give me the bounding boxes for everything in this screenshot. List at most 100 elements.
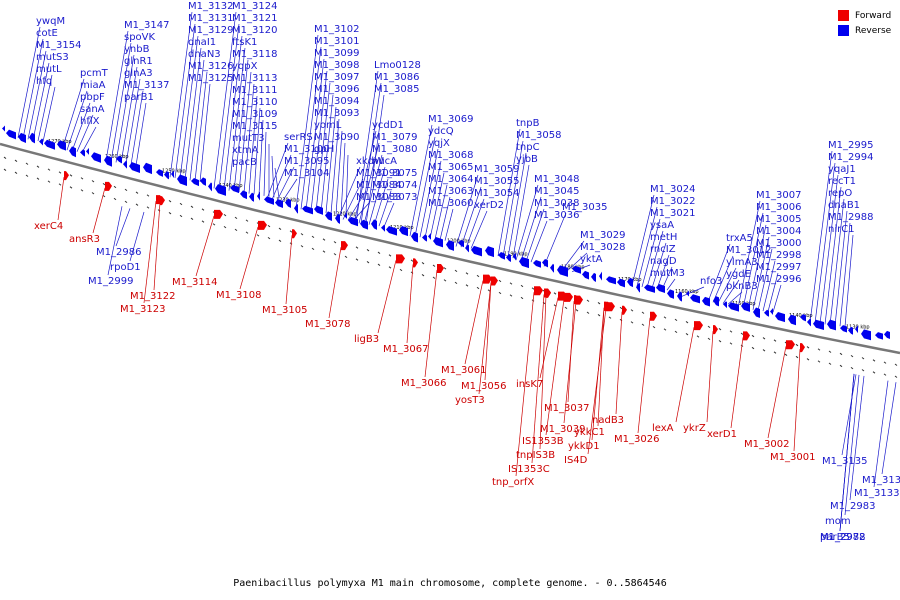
reverse-gene-label-dnab1[interactable]: dnaB1 bbox=[828, 200, 860, 211]
reverse-gene-label-m1-3045[interactable]: M1_3045 bbox=[534, 186, 579, 197]
reverse-gene-label-m1-2986[interactable]: M1_2986 bbox=[96, 247, 141, 258]
reverse-gene-glyph[interactable] bbox=[104, 155, 112, 167]
reverse-gene-glyph[interactable] bbox=[177, 174, 187, 187]
reverse-gene-label-m1-3060[interactable]: M1_3060 bbox=[428, 198, 473, 209]
reverse-gene-glyph[interactable] bbox=[764, 309, 769, 317]
reverse-gene-label-ynbb[interactable]: ynbB bbox=[124, 44, 150, 55]
reverse-gene-label-m1-2998[interactable]: M1_2998 bbox=[756, 250, 801, 261]
reverse-gene-glyph[interactable] bbox=[428, 232, 431, 241]
reverse-gene-label-ycdd1[interactable]: ycdD1 bbox=[372, 120, 404, 131]
reverse-gene-glyph[interactable] bbox=[200, 177, 206, 186]
reverse-gene-glyph[interactable] bbox=[123, 160, 127, 169]
reverse-gene-glyph[interactable] bbox=[617, 278, 625, 288]
reverse-gene-label-m1-3133[interactable]: M1_3133 bbox=[854, 488, 899, 499]
forward-gene-glyph[interactable] bbox=[650, 311, 657, 321]
forward-gene-label-ligb3[interactable]: ligB3 bbox=[354, 334, 379, 345]
reverse-gene-glyph[interactable] bbox=[557, 265, 568, 277]
reverse-gene-glyph[interactable] bbox=[294, 203, 298, 214]
reverse-gene-glyph[interactable] bbox=[606, 276, 616, 285]
reverse-gene-glyph[interactable] bbox=[399, 226, 408, 237]
reverse-gene-label-tnpb[interactable]: tnpB bbox=[516, 118, 540, 129]
forward-gene-label-m1-3039[interactable]: M1_3039 bbox=[540, 424, 585, 435]
forward-gene-label-m1-3061[interactable]: M1_3061 bbox=[441, 365, 486, 376]
forward-gene-label-ansr3[interactable]: ansR3 bbox=[69, 234, 100, 245]
reverse-gene-label-ftsk1[interactable]: ftsK1 bbox=[232, 37, 257, 48]
reverse-gene-glyph[interactable] bbox=[498, 252, 505, 260]
reverse-gene-label-spovk[interactable]: spoVK bbox=[124, 32, 156, 43]
forward-gene-glyph[interactable] bbox=[743, 331, 750, 341]
reverse-gene-label-rnciz[interactable]: rncIZ bbox=[650, 244, 676, 255]
reverse-gene-label-m1-3065[interactable]: M1_3065 bbox=[428, 162, 473, 173]
reverse-gene-label-m1-3102[interactable]: M1_3102 bbox=[314, 24, 359, 35]
forward-gene-glyph[interactable] bbox=[483, 274, 492, 284]
reverse-gene-glyph[interactable] bbox=[656, 284, 665, 293]
reverse-gene-label-m1-2995[interactable]: M1_2995 bbox=[828, 140, 873, 151]
forward-gene-label-m1-3122[interactable]: M1_3122 bbox=[130, 291, 175, 302]
reverse-gene-label-m1-3100[interactable]: M1_3100 bbox=[284, 144, 329, 155]
reverse-gene-glyph[interactable] bbox=[18, 132, 26, 143]
reverse-gene-label-glna3[interactable]: glnA3 bbox=[124, 68, 153, 79]
reverse-gene-label-m1-2997[interactable]: M1_2997 bbox=[756, 262, 801, 273]
forward-gene-glyph[interactable] bbox=[214, 209, 223, 219]
reverse-gene-glyph[interactable] bbox=[807, 318, 811, 327]
forward-gene-label-ykrz[interactable]: ykrZ bbox=[683, 423, 706, 434]
reverse-gene-glyph[interactable] bbox=[667, 289, 674, 299]
reverse-gene-glyph[interactable] bbox=[533, 259, 541, 268]
reverse-gene-label-m1-3126[interactable]: M1_3126 bbox=[188, 61, 233, 72]
reverse-gene-label-xerd2[interactable]: xerD2 bbox=[474, 200, 504, 211]
reverse-gene-glyph[interactable] bbox=[381, 224, 385, 232]
reverse-gene-glyph[interactable] bbox=[230, 184, 239, 194]
reverse-gene-label-m1-3021[interactable]: M1_3021 bbox=[650, 208, 695, 219]
forward-gene-label-m1-3037[interactable]: M1_3037 bbox=[544, 403, 589, 414]
reverse-gene-label-m1-3036[interactable]: M1_3036 bbox=[534, 210, 579, 221]
reverse-gene-label-m1-3074[interactable]: M1_3074 bbox=[372, 180, 417, 191]
reverse-gene-glyph[interactable] bbox=[6, 129, 16, 140]
reverse-gene-label-m1-3091[interactable]: M1_3091 bbox=[356, 168, 401, 179]
forward-gene-label-ykkd1[interactable]: ykkD1 bbox=[568, 441, 600, 452]
reverse-gene-label-m1-3063[interactable]: M1_3063 bbox=[428, 186, 473, 197]
reverse-gene-label-m1-3090[interactable]: M1_3090 bbox=[314, 132, 359, 143]
reverse-gene-glyph[interactable] bbox=[208, 182, 212, 192]
forward-gene-glyph[interactable] bbox=[413, 258, 418, 268]
reverse-gene-glyph[interactable] bbox=[677, 291, 682, 302]
forward-gene-label-m1-3066[interactable]: M1_3066 bbox=[401, 378, 446, 389]
reverse-gene-glyph[interactable] bbox=[116, 155, 122, 164]
reverse-gene-label-nuca[interactable]: nucA bbox=[372, 156, 397, 167]
reverse-gene-label-m1-3110[interactable]: M1_3110 bbox=[232, 97, 277, 108]
forward-gene-label-insk7[interactable]: insK7 bbox=[516, 379, 543, 390]
reverse-gene-glyph[interactable] bbox=[861, 329, 871, 341]
reverse-gene-glyph[interactable] bbox=[264, 196, 274, 205]
reverse-gene-label-m1-3059[interactable]: M1_3059 bbox=[474, 164, 519, 175]
reverse-gene-label-trxa5[interactable]: trxA5 bbox=[726, 233, 753, 244]
forward-gene-label-m1-3002[interactable]: M1_3002 bbox=[744, 439, 789, 450]
reverse-gene-glyph[interactable] bbox=[800, 314, 806, 322]
forward-gene-glyph[interactable] bbox=[544, 288, 551, 298]
reverse-gene-label-tnpc[interactable]: tnpC bbox=[516, 142, 540, 153]
reverse-gene-label-m1-3121[interactable]: M1_3121 bbox=[232, 13, 277, 24]
forward-gene-label-nadb3[interactable]: nadB3 bbox=[592, 415, 624, 426]
reverse-gene-glyph[interactable] bbox=[2, 125, 5, 133]
forward-gene-glyph[interactable] bbox=[622, 305, 627, 315]
forward-gene-label-m1-3123[interactable]: M1_3123 bbox=[120, 304, 165, 315]
reverse-gene-label-m1-3095[interactable]: M1_3095 bbox=[284, 156, 329, 167]
reverse-gene-glyph[interactable] bbox=[39, 138, 43, 146]
reverse-gene-label-m1-3098[interactable]: M1_3098 bbox=[314, 60, 359, 71]
reverse-gene-glyph[interactable] bbox=[69, 146, 76, 158]
reverse-gene-label-m1-3029[interactable]: M1_3029 bbox=[580, 230, 625, 241]
reverse-gene-glyph[interactable] bbox=[285, 198, 291, 209]
reverse-gene-label-m1-3130[interactable]: M1_3130 bbox=[862, 475, 900, 486]
reverse-gene-label-lmo0128[interactable]: Lmo0128 bbox=[374, 60, 421, 71]
reverse-gene-glyph[interactable] bbox=[728, 302, 739, 312]
reverse-gene-glyph[interactable] bbox=[86, 147, 89, 156]
reverse-gene-glyph[interactable] bbox=[249, 192, 254, 202]
reverse-gene-label-m1-3048[interactable]: M1_3048 bbox=[534, 174, 579, 185]
reverse-gene-label-rect1[interactable]: recT1 bbox=[828, 176, 856, 187]
reverse-gene-glyph[interactable] bbox=[240, 190, 247, 200]
reverse-gene-label-dnai1[interactable]: dnaI1 bbox=[188, 37, 216, 48]
forward-gene-label-m1-3001[interactable]: M1_3001 bbox=[770, 452, 815, 463]
reverse-gene-label-mom[interactable]: mom bbox=[825, 516, 851, 527]
reverse-gene-label-m1-3012[interactable]: M1_3012 bbox=[726, 245, 771, 256]
reverse-gene-glyph[interactable] bbox=[446, 240, 454, 251]
reverse-gene-label-m1-3004[interactable]: M1_3004 bbox=[756, 226, 801, 237]
reverse-gene-label-m1-2983[interactable]: M1_2983 bbox=[830, 501, 875, 512]
